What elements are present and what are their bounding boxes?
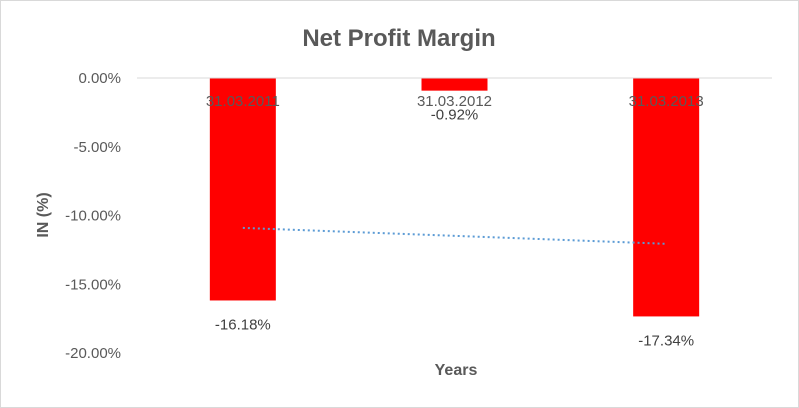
y-axis: 0.00% -5.00% -10.00% -15.00% -20.00% [65,70,121,362]
x-tick-label: 31.03.2013 [629,93,704,110]
data-label: -17.34% [638,332,694,349]
trendline [242,226,667,245]
category-labels: 31.03.2011 31.03.2012 31.03.2013 [206,93,704,110]
x-tick-label: 31.03.2011 [206,93,280,110]
y-tick-label: -5.00% [73,139,121,156]
bars-group [209,78,700,317]
data-labels: -16.18% -0.92% -17.34% [215,107,694,350]
x-axis-title: Years [435,362,478,379]
data-label: -16.18% [215,316,271,333]
y-tick-label: -15.00% [65,276,121,293]
y-axis-title: IN (%) [35,192,52,237]
bar [209,78,276,301]
chart-title: Net Profit Margin [302,25,495,52]
y-tick-label: -20.00% [65,345,121,362]
bar [421,78,488,91]
y-tick-label: 0.00% [78,70,121,87]
bar [633,78,700,317]
data-label: -0.92% [431,107,479,124]
y-tick-label: -10.00% [65,208,121,225]
x-tick-label: 31.03.2012 [417,93,492,110]
